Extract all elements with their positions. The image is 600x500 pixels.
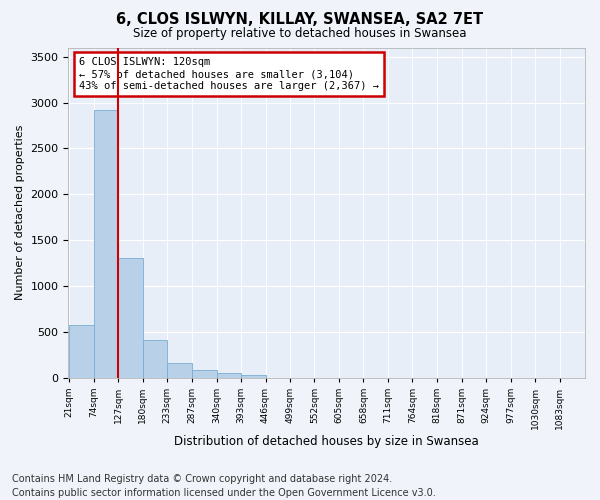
Y-axis label: Number of detached properties: Number of detached properties	[15, 125, 25, 300]
Text: Size of property relative to detached houses in Swansea: Size of property relative to detached ho…	[133, 28, 467, 40]
Bar	[118, 258, 143, 378]
Bar	[167, 362, 191, 378]
Text: 6 CLOS ISLWYN: 120sqm
← 57% of detached houses are smaller (3,104)
43% of semi-d: 6 CLOS ISLWYN: 120sqm ← 57% of detached …	[79, 58, 379, 90]
Bar	[217, 373, 241, 378]
X-axis label: Distribution of detached houses by size in Swansea: Distribution of detached houses by size …	[175, 434, 479, 448]
Bar	[143, 340, 167, 378]
Text: 6, CLOS ISLWYN, KILLAY, SWANSEA, SA2 7ET: 6, CLOS ISLWYN, KILLAY, SWANSEA, SA2 7ET	[116, 12, 484, 28]
Text: Contains HM Land Registry data © Crown copyright and database right 2024.
Contai: Contains HM Land Registry data © Crown c…	[12, 474, 436, 498]
Bar	[70, 324, 94, 378]
Bar	[241, 375, 266, 378]
Bar	[192, 370, 217, 378]
Bar	[94, 110, 118, 378]
